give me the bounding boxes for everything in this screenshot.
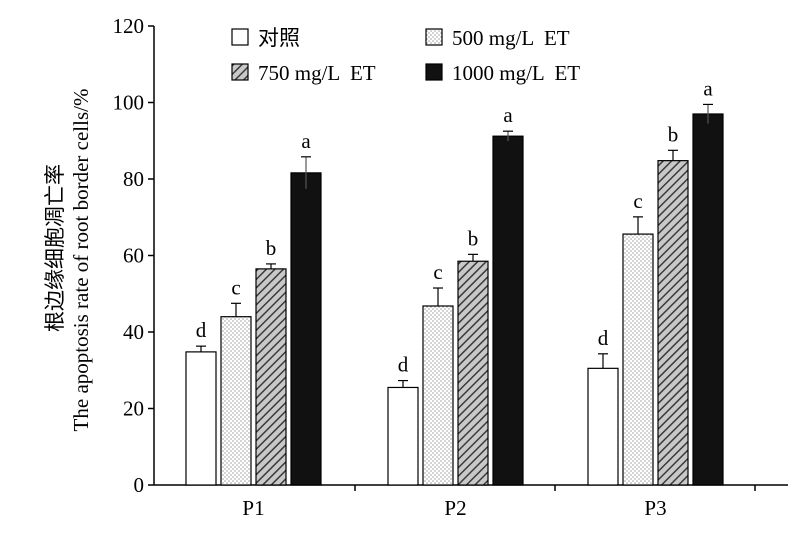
sig-label-p1-s2: c <box>231 275 240 299</box>
y-tick-label-0: 0 <box>134 473 145 497</box>
bar-p1-s2 <box>220 316 252 486</box>
bar-p3-s1 <box>587 367 619 486</box>
error-bar-p1-s2 <box>231 302 241 317</box>
sig-label-p2-s3: b <box>468 226 479 250</box>
sig-label-p3-s1: d <box>598 326 609 350</box>
x-tick-label-p1: P1 <box>242 496 264 520</box>
legend: 对照 500 mg/L ET 750 mg/L ET 1000 mg/L ET <box>231 26 580 85</box>
error-bar-p2-s4 <box>503 130 513 142</box>
legend-swatch-control <box>231 28 249 46</box>
error-bar-p3-s3 <box>668 149 678 161</box>
sig-label-p3-s2: c <box>633 189 642 213</box>
y-tick-label-60: 60 <box>123 244 144 268</box>
sig-label-p1-s1: d <box>196 318 207 342</box>
error-bar-p1-s1 <box>196 345 206 352</box>
error-bar-p2-s3 <box>468 253 478 262</box>
legend-label-500: 500 mg/L ET <box>452 26 570 50</box>
error-bar-p3-s1 <box>598 353 608 369</box>
legend-item-1000: 1000 mg/L ET <box>425 61 580 85</box>
bar-p2-s3 <box>457 260 489 486</box>
y-axis-title: 根边缘细胞凋亡率 The apoptosis rate of root bord… <box>43 89 93 432</box>
y-tick-label-100: 100 <box>113 91 145 115</box>
error-bar-p2-s1 <box>398 379 408 388</box>
legend-label-1000: 1000 mg/L ET <box>452 61 580 85</box>
x-tick-label-p3: P3 <box>644 496 666 520</box>
legend-item-500: 500 mg/L ET <box>425 26 570 50</box>
legend-swatch-1000 <box>425 63 443 81</box>
error-bar-p1-s3 <box>266 263 276 269</box>
bar-p1-s4 <box>290 172 322 486</box>
legend-label-750: 750 mg/L ET <box>258 61 376 85</box>
bar-p2-s1 <box>387 386 419 486</box>
y-tick-label-20: 20 <box>123 397 144 421</box>
error-bar-p3-s2 <box>633 216 643 235</box>
sig-label-p3-s3: b <box>668 122 679 146</box>
sig-label-p1-s4: a <box>301 129 311 153</box>
sig-label-p3-s4: a <box>703 76 713 100</box>
y-tick-label-80: 80 <box>123 167 144 191</box>
sig-label-p2-s1: d <box>398 353 409 377</box>
error-bar-p1-s4 <box>301 156 311 189</box>
bars-layer <box>185 113 724 486</box>
legend-swatch-750 <box>231 63 249 81</box>
sig-label-p2-s4: a <box>503 103 513 127</box>
bar-p1-s3 <box>255 268 287 486</box>
sig-label-p1-s3: b <box>266 236 277 260</box>
x-ticks: P1 P2 P3 <box>242 485 756 520</box>
x-tick-label-p2: P2 <box>444 496 466 520</box>
y-ticks: 0 20 40 60 80 100 120 <box>113 14 154 497</box>
bar-p3-s2 <box>622 233 654 486</box>
error-bars-layer <box>196 103 713 388</box>
bar-p3-s4 <box>692 113 724 486</box>
y-axis-label-cn: 根边缘细胞凋亡率 <box>43 164 67 332</box>
bar-p3-s3 <box>657 160 689 486</box>
bar-p2-s2 <box>422 305 454 486</box>
y-axis-label-en: The apoptosis rate of root border cells/… <box>69 89 93 432</box>
legend-item-750: 750 mg/L ET <box>231 61 376 85</box>
bar-p1-s1 <box>185 351 217 486</box>
bar-p2-s4 <box>492 135 524 486</box>
y-tick-label-120: 120 <box>113 14 145 38</box>
y-tick-label-40: 40 <box>123 320 144 344</box>
legend-label-control: 对照 <box>258 26 300 50</box>
legend-item-control: 对照 <box>231 26 300 50</box>
legend-swatch-500 <box>425 28 443 46</box>
sig-label-p2-s2: c <box>433 260 442 284</box>
error-bar-p2-s2 <box>433 287 443 306</box>
error-bar-p3-s4 <box>703 103 713 124</box>
